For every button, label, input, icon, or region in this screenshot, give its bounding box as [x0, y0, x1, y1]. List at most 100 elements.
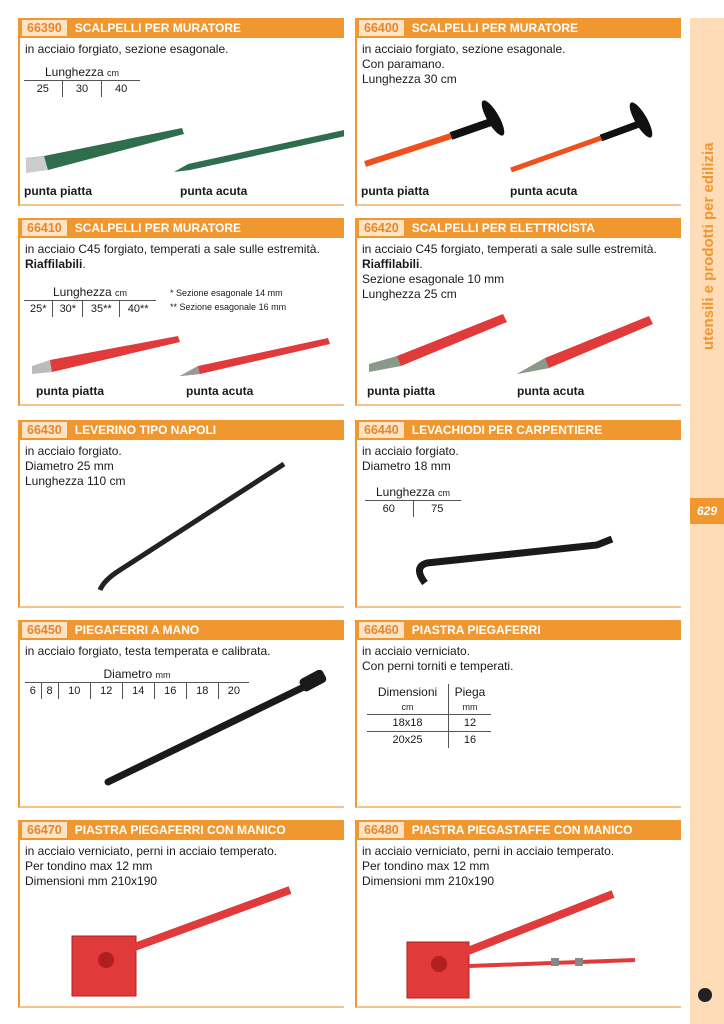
- product-66460: 66460 PIASTRA PIEGAFERRI in acciaio verni…: [355, 620, 681, 808]
- description: in acciaio forgiato, sezione esagonale.: [362, 42, 566, 56]
- description: Lunghezza 30 cm: [362, 72, 457, 86]
- table-unit: cm: [438, 488, 451, 498]
- product-code: 66410: [22, 220, 67, 236]
- page-number: 629: [690, 498, 724, 524]
- table-cell: 10: [57, 682, 91, 699]
- table-cell: 18: [185, 682, 219, 699]
- product-66400: 66400 SCALPELLI PER MURATORE in acciaio f…: [355, 18, 681, 206]
- product-title: PIASTRA PIEGAFERRI: [411, 623, 541, 637]
- table-cell: 30: [61, 80, 102, 97]
- table-cell: 14: [121, 682, 155, 699]
- diameter-table: Diametro mm 6 8 10 12 14 16 18 20: [25, 666, 249, 699]
- table-cell: 20: [217, 682, 249, 699]
- table-header: Lunghezza: [44, 65, 104, 79]
- table-cell: 35**: [82, 300, 120, 317]
- caption-pointed: punta acuta: [517, 384, 585, 398]
- caption-pointed: punta acuta: [180, 184, 248, 198]
- product-title: SCALPELLI PER ELETTRICISTA: [411, 221, 595, 235]
- table-unit: cm: [107, 68, 120, 78]
- description: in acciaio forgiato, sezione esagonale.: [25, 42, 229, 56]
- table-header: Piega: [454, 685, 486, 699]
- product-title: PIASTRA PIEGAFERRI CON MANICO: [74, 823, 286, 837]
- table-header: Lunghezza: [52, 285, 112, 299]
- table-cell: 8: [40, 682, 59, 699]
- footnote: * Sezione esagonale 14 mm: [170, 288, 283, 298]
- description: Lunghezza 110 cm: [25, 474, 126, 488]
- table-cell: 20x25: [392, 734, 423, 746]
- product-code: 66390: [22, 20, 67, 36]
- nail-puller-image: [416, 535, 614, 586]
- description-bold: Riaffilabili: [25, 257, 83, 271]
- chisel-green-image: [26, 128, 344, 173]
- caption-pointed: punta acuta: [510, 184, 578, 198]
- product-title: PIASTRA PIEGASTAFFE CON MANICO: [411, 823, 633, 837]
- table-cell: 12: [448, 714, 491, 732]
- length-table: Lunghezza cm 25 30 40: [24, 64, 140, 97]
- product-title: SCALPELLI PER MURATORE: [74, 21, 241, 35]
- hand-bender-image: [104, 670, 327, 786]
- caption-flat: punta piatta: [367, 384, 435, 398]
- description: Lunghezza 25 cm: [362, 287, 457, 301]
- product-title: LEVACHIODI PER CARPENTIERE: [411, 423, 603, 437]
- description: in acciaio C45 forgiato, temperati a sal…: [25, 242, 320, 256]
- table-header: Lunghezza: [375, 485, 435, 499]
- description: Sezione esagonale 10 mm: [362, 272, 505, 286]
- description: Con paramano.: [362, 57, 445, 71]
- description: Diametro 25 mm: [25, 459, 114, 473]
- product-code: 66480: [359, 822, 404, 838]
- description: in acciaio forgiato, testa temperata e c…: [25, 644, 271, 658]
- product-code: 66460: [359, 622, 404, 638]
- table-cell: 40**: [119, 300, 156, 317]
- product-title: SCALPELLI PER MURATORE: [411, 21, 578, 35]
- product-66480: 66480 PIASTRA PIEGASTAFFE CON MANICO in a…: [355, 820, 681, 1008]
- product-66430: 66430 LEVERINO TIPO NAPOLI in acciaio for…: [18, 420, 344, 608]
- product-66440: 66440 LEVACHIODI PER CARPENTIERE in accia…: [355, 420, 681, 608]
- table-header: Diametro: [103, 667, 153, 681]
- length-table: Lunghezza cm 60 75: [365, 484, 461, 517]
- product-code: 66430: [22, 422, 67, 438]
- description: Diametro 18 mm: [362, 459, 451, 473]
- product-code: 66400: [359, 20, 404, 36]
- product-code: 66420: [359, 220, 404, 236]
- table-cell: 30*: [52, 300, 83, 317]
- section-title: utensili e prodotti per edilizia: [700, 142, 717, 350]
- table-unit: cm: [401, 702, 414, 712]
- table-cell: 75: [412, 500, 461, 517]
- description: Per tondino max 12 mm: [362, 859, 490, 873]
- footnote: ** Sezione esagonale 16 mm: [170, 302, 287, 312]
- table-cell: 25: [36, 83, 49, 95]
- table-cell: 60: [382, 503, 395, 515]
- table-cell: 40: [101, 80, 140, 97]
- caption-flat: punta piatta: [36, 384, 104, 398]
- product-code: 66440: [359, 422, 404, 438]
- table-cell: 12: [89, 682, 123, 699]
- table-cell: 6: [29, 685, 36, 697]
- table-cell: 18x18: [392, 717, 423, 729]
- description: in acciaio forgiato.: [362, 444, 459, 458]
- crowbar-image: [97, 461, 286, 592]
- table-cell: 16: [448, 731, 491, 748]
- product-code: 66470: [22, 822, 67, 838]
- description-bold: Riaffilabili: [362, 257, 420, 271]
- copyright-c-logo-icon: [698, 988, 712, 1002]
- product-title: LEVERINO TIPO NAPOLI: [74, 423, 217, 437]
- length-table: Lunghezza cm 25* 30* 35** 40**: [24, 284, 156, 317]
- product-66420: 66420 SCALPELLI PER ELETTRICISTA in accia…: [355, 218, 681, 406]
- description: in acciaio verniciato.: [362, 644, 471, 658]
- caption-pointed: punta acuta: [186, 384, 254, 398]
- product-title: SCALPELLI PER MURATORE: [74, 221, 241, 235]
- table-cell: 16: [153, 682, 187, 699]
- chisel-electrician-image: [369, 314, 653, 374]
- product-66470: 66470 PIASTRA PIEGAFERRI CON MANICO in ac…: [18, 820, 344, 1008]
- bending-plate-handle-image: [71, 886, 292, 997]
- table-cell: 25*: [29, 303, 47, 315]
- table-unit: mm: [462, 702, 478, 712]
- product-code: 66450: [22, 622, 67, 638]
- product-66410: 66410 SCALPELLI PER MURATORE in acciaio C…: [18, 218, 344, 406]
- product-title: PIEGAFERRI A MANO: [74, 623, 200, 637]
- table-header: Dimensioni: [377, 685, 438, 699]
- stirrup-bending-plate-image: [406, 890, 636, 999]
- table-unit: mm: [155, 670, 171, 680]
- product-66450: 66450 PIEGAFERRI A MANO in acciaio forgia…: [18, 620, 344, 808]
- caption-flat: punta piatta: [24, 184, 92, 198]
